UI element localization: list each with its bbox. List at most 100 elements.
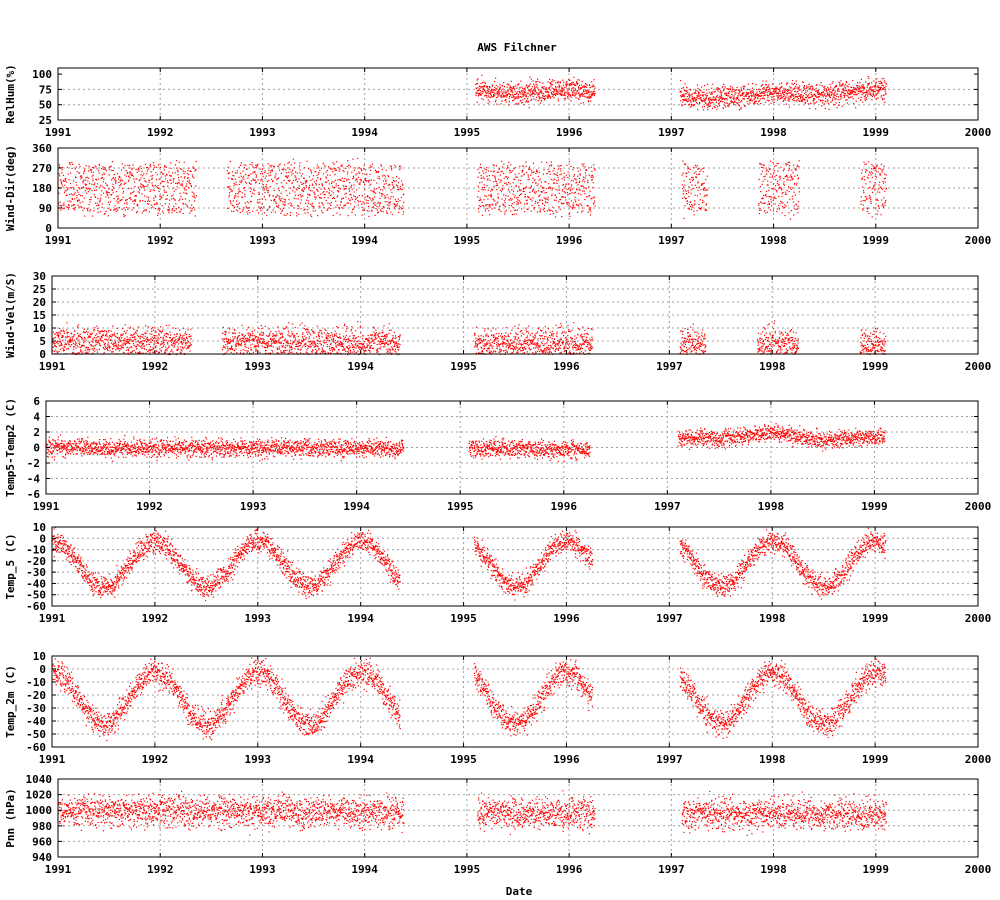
- data-point: [779, 88, 781, 90]
- data-point: [566, 91, 568, 93]
- data-point: [827, 86, 829, 88]
- data-point: [245, 182, 248, 184]
- data-point: [551, 193, 553, 195]
- data-point: [328, 207, 330, 209]
- data-point: [679, 90, 681, 93]
- data-point: [561, 203, 563, 205]
- data-point: [82, 186, 84, 188]
- data-point: [776, 210, 778, 213]
- data-point: [702, 91, 704, 93]
- data-point: [375, 204, 377, 206]
- data-point: [824, 87, 826, 89]
- data-point: [99, 331, 101, 333]
- data-point: [150, 166, 152, 168]
- data-point: [690, 103, 692, 105]
- data-point: [279, 198, 281, 200]
- data-point: [590, 175, 592, 177]
- data-point: [385, 169, 387, 171]
- data-point: [751, 99, 753, 101]
- data-point: [117, 344, 119, 346]
- data-point: [162, 210, 164, 212]
- data-point: [122, 347, 124, 349]
- data-point: [830, 101, 832, 103]
- data-point: [287, 203, 289, 205]
- data-point: [526, 171, 528, 174]
- data-point: [848, 93, 850, 95]
- data-point: [70, 339, 72, 341]
- data-point: [503, 163, 505, 165]
- data-point: [766, 211, 769, 213]
- data-point: [365, 180, 367, 182]
- data-point: [79, 341, 81, 343]
- data-point: [379, 202, 381, 204]
- data-point: [146, 196, 148, 198]
- data-point: [518, 83, 520, 85]
- data-point: [379, 203, 381, 205]
- data-point: [110, 179, 113, 181]
- data-point: [571, 208, 574, 210]
- data-point: [276, 179, 278, 181]
- data-point: [731, 90, 733, 92]
- data-point: [813, 98, 816, 100]
- data-point: [321, 201, 323, 204]
- data-point: [544, 181, 546, 183]
- data-point: [508, 199, 510, 201]
- data-point: [870, 86, 872, 88]
- data-point: [116, 207, 118, 209]
- data-point: [115, 343, 117, 345]
- data-point: [574, 88, 576, 90]
- data-point: [837, 90, 839, 92]
- data-point: [706, 104, 708, 106]
- data-point: [82, 351, 84, 353]
- data-point: [884, 81, 886, 83]
- data-point: [696, 103, 698, 105]
- data-point: [500, 96, 502, 98]
- data-point: [345, 167, 347, 169]
- data-point: [857, 90, 860, 92]
- data-point: [779, 95, 781, 97]
- data-point: [278, 204, 280, 206]
- data-point: [74, 345, 76, 347]
- data-point: [393, 186, 395, 188]
- data-point: [499, 174, 501, 176]
- data-point: [548, 94, 550, 96]
- data-point: [280, 192, 282, 194]
- data-point: [808, 88, 810, 90]
- data-point: [167, 206, 170, 208]
- data-point: [681, 88, 683, 90]
- data-point: [798, 187, 801, 189]
- data-point: [378, 205, 380, 207]
- data-point: [871, 82, 873, 84]
- data-point: [323, 194, 325, 196]
- data-point: [60, 344, 62, 347]
- data-point: [761, 163, 763, 165]
- data-point: [857, 86, 859, 88]
- data-point: [62, 204, 64, 206]
- data-point: [733, 90, 735, 92]
- data-point: [813, 99, 815, 101]
- data-point: [576, 204, 578, 206]
- data-point: [251, 164, 253, 166]
- data-point: [246, 201, 248, 203]
- data-point: [488, 101, 491, 103]
- data-point: [518, 186, 520, 188]
- data-point: [133, 200, 135, 202]
- data-point: [164, 191, 166, 193]
- data-point: [794, 175, 796, 177]
- data-point: [271, 164, 273, 166]
- data-point: [522, 94, 524, 96]
- data-point: [266, 187, 268, 189]
- data-point: [881, 83, 883, 85]
- data-point: [698, 95, 700, 97]
- data-point: [348, 164, 350, 166]
- data-point: [267, 208, 269, 210]
- data-point: [485, 205, 487, 207]
- data-point: [740, 89, 743, 91]
- data-point: [332, 192, 334, 194]
- data-point: [526, 199, 528, 201]
- data-point: [149, 200, 151, 202]
- data-point: [880, 168, 882, 170]
- data-point: [588, 96, 590, 98]
- data-point: [324, 193, 326, 195]
